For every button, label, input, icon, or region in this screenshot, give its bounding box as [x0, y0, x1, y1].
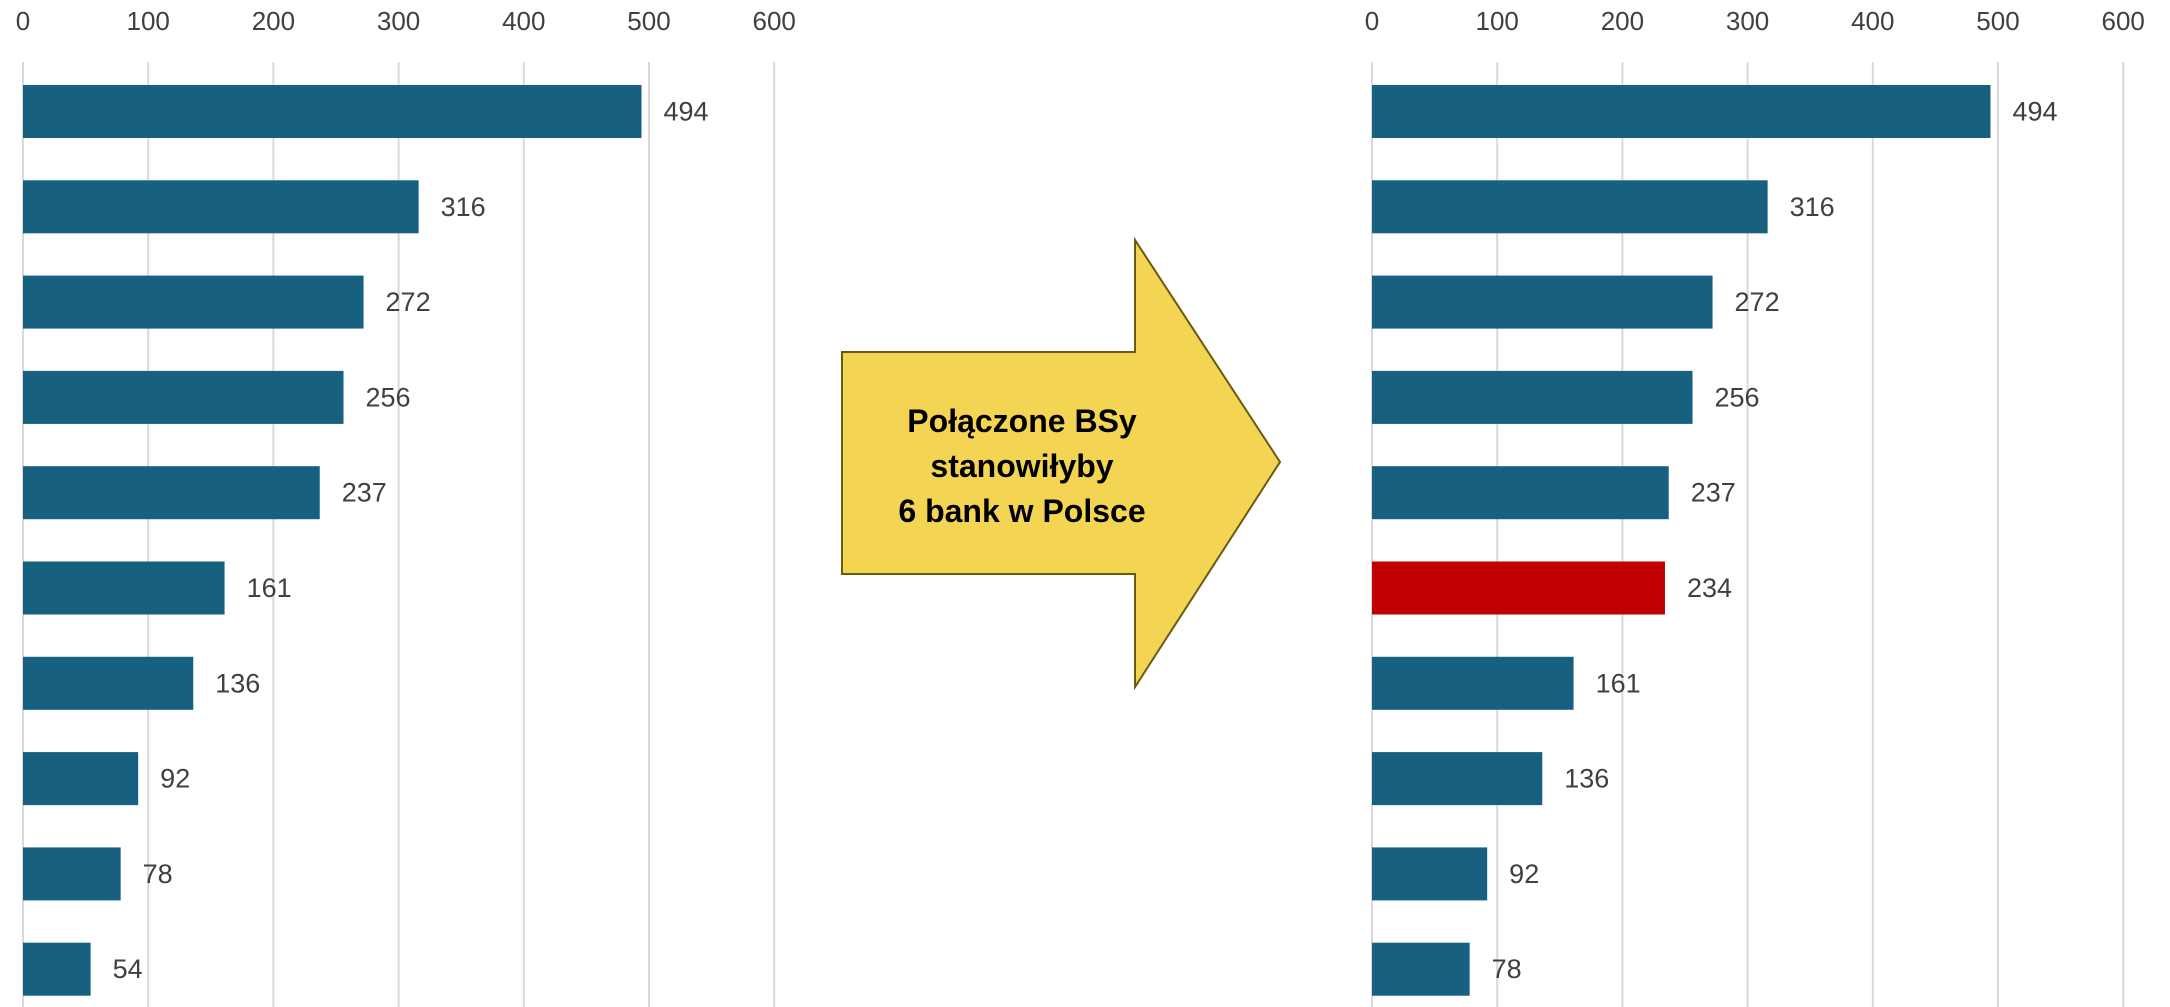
right-bar — [1372, 466, 1669, 520]
right-x-tick-label: 600 — [2102, 6, 2145, 36]
left-bar — [23, 466, 320, 520]
right-bar-value-label: 316 — [1790, 192, 1835, 222]
right-bar-value-label: 78 — [1492, 954, 1522, 984]
right-x-tick-label: 100 — [1476, 6, 1519, 36]
right-bar — [1372, 85, 1991, 138]
left-x-tick-label: 600 — [753, 6, 796, 36]
right-bar-value-label: 234 — [1687, 573, 1732, 603]
right-bar-value-label: 161 — [1596, 668, 1641, 698]
left-bar-value-label: 54 — [113, 954, 143, 984]
right-bar-value-label: 92 — [1509, 859, 1539, 889]
callout-line-2: stanowiłyby — [930, 448, 1113, 484]
left-x-tick-label: 500 — [627, 6, 670, 36]
right-bar-value-label: 272 — [1735, 287, 1780, 317]
right-bar-value-label: 237 — [1691, 478, 1736, 508]
left-bar-value-label: 494 — [663, 97, 708, 127]
left-x-tick-label: 400 — [502, 6, 545, 36]
left-bar — [23, 180, 419, 234]
right-bar-value-label: 136 — [1564, 764, 1609, 794]
right-bar — [1372, 942, 1470, 996]
right-bar — [1372, 656, 1574, 710]
callout-line-3: 6 bank w Polsce — [898, 493, 1145, 529]
left-bar-value-label: 316 — [441, 192, 486, 222]
left-bar — [23, 85, 642, 138]
left-bar-value-label: 272 — [386, 287, 431, 317]
right-x-tick-label: 400 — [1851, 6, 1894, 36]
right-x-tick-label: 0 — [1365, 6, 1379, 36]
right-bar — [1372, 180, 1768, 234]
arrow-callout: Połączone BSy stanowiłyby 6 bank w Polsc… — [841, 236, 1282, 691]
right-bar — [1372, 847, 1488, 901]
right-x-tick-label: 300 — [1726, 6, 1769, 36]
left-bar — [23, 275, 364, 329]
right-x-tick-label: 500 — [1976, 6, 2019, 36]
arrow-shape — [841, 236, 1282, 691]
left-x-tick-label: 300 — [377, 6, 420, 36]
left-bar-value-label: 237 — [342, 478, 387, 508]
right-x-tick-label: 200 — [1601, 6, 1644, 36]
right-bar — [1372, 752, 1543, 806]
right-bar-chart: 0 100 200 300 400 500 600 494 316 272 256 237 234 161… — [1365, 6, 2145, 1007]
left-x-tick-label: 0 — [16, 6, 30, 36]
left-bar-chart: 0 100 200 300 400 500 600 494 316 272 256 237 161 136… — [16, 6, 796, 1007]
right-bar — [1372, 370, 1693, 424]
left-bar — [23, 370, 344, 424]
left-bar — [23, 847, 121, 901]
right-bar-value-label: 256 — [1715, 382, 1760, 412]
left-bar-value-label: 78 — [143, 859, 173, 889]
right-bar — [1372, 275, 1713, 329]
left-x-tick-label: 100 — [127, 6, 170, 36]
left-bar-value-label: 136 — [215, 668, 260, 698]
left-x-tick-label: 200 — [252, 6, 295, 36]
right-bar-value-label: 494 — [2012, 97, 2057, 127]
left-bar-value-label: 256 — [366, 382, 411, 412]
left-bar-value-label: 161 — [247, 573, 292, 603]
left-bar — [23, 561, 225, 615]
callout-line-1: Połączone BSy — [907, 403, 1137, 439]
left-bar — [23, 656, 194, 710]
right-bar-highlight — [1372, 561, 1665, 615]
left-bar-value-label: 92 — [160, 764, 190, 794]
left-bar — [23, 752, 139, 806]
left-bar — [23, 942, 91, 996]
